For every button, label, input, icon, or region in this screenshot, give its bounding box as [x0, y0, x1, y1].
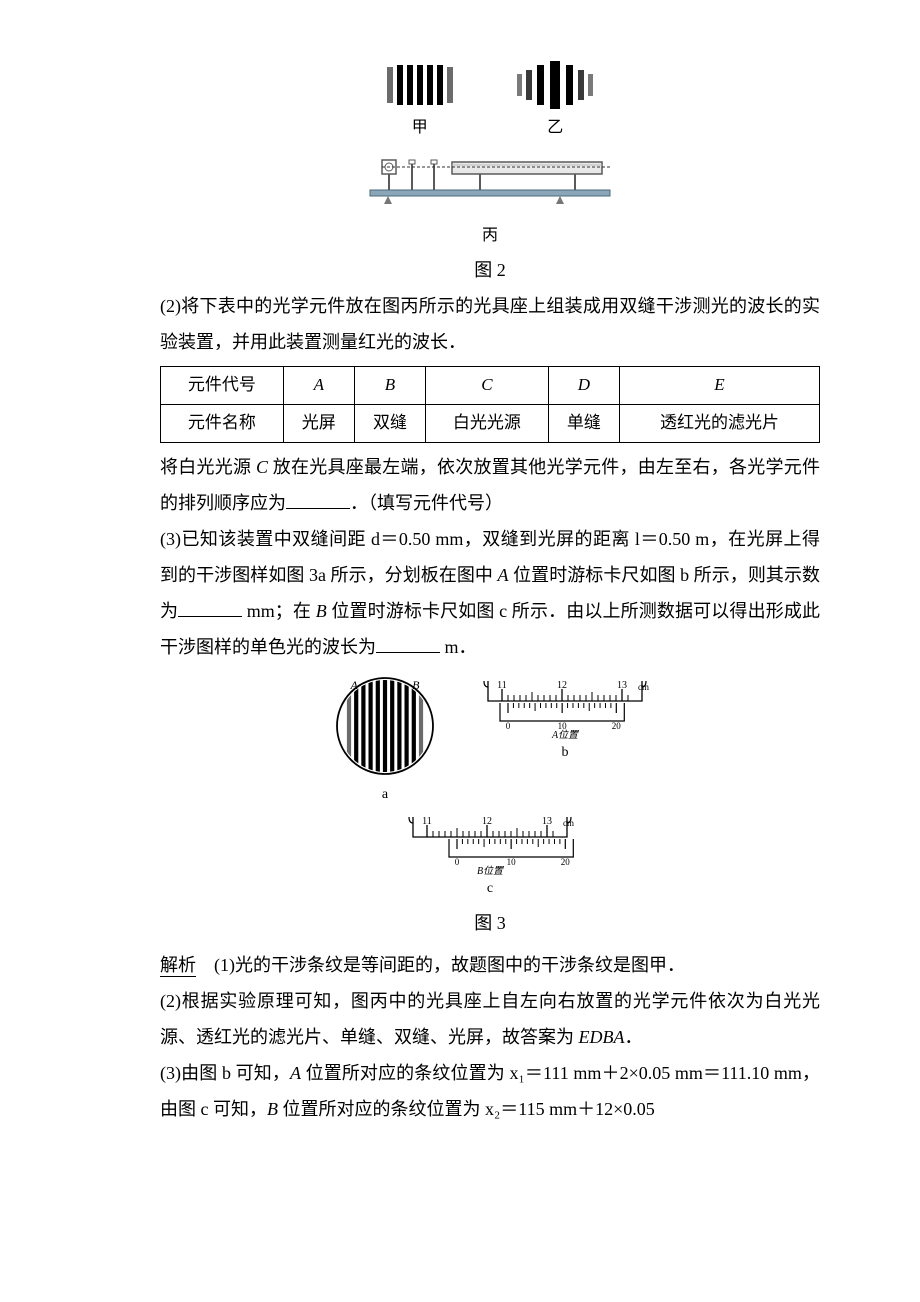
figure2-top-row: 甲 乙: [160, 60, 820, 144]
answer-2: (2)根据实验原理可知，图丙中的光具座上自左向右放置的光学元件依次为白光光源、透…: [160, 983, 820, 1055]
figure2-caption: 图 2: [160, 252, 820, 288]
figure-jia: 甲: [382, 60, 458, 144]
table-row: 元件代号 A B C D E: [161, 367, 820, 405]
svg-text:A: A: [350, 678, 359, 692]
figure3-c-label: c: [487, 875, 493, 903]
svg-text:13: 13: [617, 680, 627, 691]
figure-jia-label: 甲: [382, 112, 458, 144]
text: ．: [624, 1027, 642, 1047]
figure3-b-label: b: [562, 739, 569, 767]
figure3-caption: 图 3: [160, 905, 820, 941]
table-header: A: [283, 367, 354, 405]
blank-wavelength: [376, 634, 440, 653]
svg-text:11: 11: [422, 816, 432, 827]
figure-bing: 丙 图 2: [160, 150, 820, 288]
q2-placement: 将白光光源 C 放在光具座最左端，依次放置其他光学元件，由左至右，各光学元件的排…: [160, 449, 820, 521]
figure-yi: 乙: [512, 60, 598, 144]
text: ．（填写元件代号）: [350, 493, 503, 513]
table-cell: 光屏: [283, 404, 354, 442]
text: (3)已知该装置中双缝间距: [160, 529, 371, 549]
figure3-b: 111213cm01020A位置 b: [480, 677, 650, 767]
eq-d: d＝0.50 mm: [371, 529, 463, 549]
var-B: B: [316, 601, 327, 621]
text: (1)光的干涉条纹是等间距的，故题图中的干涉条纹是图甲．: [196, 955, 685, 975]
q2-intro: (2)将下表中的光学元件放在图丙所示的光具座上组装成用双缝干涉测光的波长的实验装…: [160, 288, 820, 360]
figure-bing-label: 丙: [160, 220, 820, 252]
var-A2: A: [290, 1063, 301, 1083]
table-cell: 元件名称: [161, 404, 284, 442]
table-cell: 单缝: [548, 404, 619, 442]
answer-heading: 解析: [160, 955, 196, 977]
text: m．: [440, 637, 477, 657]
blank-order: [286, 490, 350, 509]
answer-3: (3)由图 b 可知，A 位置所对应的条纹位置为 x₁＝111 mm＋2×0.0…: [160, 1055, 820, 1127]
table-cell: 双缝: [354, 404, 425, 442]
eq-l: l＝0.50 m: [635, 529, 709, 549]
svg-text:20: 20: [612, 721, 622, 731]
figure3-a-label: a: [382, 781, 388, 809]
svg-text:20: 20: [561, 857, 571, 867]
var-B2: B: [267, 1099, 278, 1119]
text: 位置所对应的条纹位置为: [301, 1063, 510, 1083]
table-header: 元件代号: [161, 367, 284, 405]
svg-text:A位置: A位置: [551, 729, 579, 739]
text: 将白光光源: [160, 457, 256, 477]
var-C: C: [256, 457, 268, 477]
q3-text: (3)已知该装置中双缝间距 d＝0.50 mm，双缝到光屏的距离 l＝0.50 …: [160, 521, 820, 665]
text: (3)由图 b 可知，: [160, 1063, 290, 1083]
svg-text:B位置: B位置: [477, 865, 504, 875]
text: (2)根据实验原理可知，图丙中的光具座上自左向右放置的光学元件依次为白光光源、透…: [160, 991, 820, 1047]
blank-reading-mm: [178, 598, 242, 617]
svg-text:cm: cm: [638, 682, 649, 692]
table-cell: 透红光的滤光片: [619, 404, 819, 442]
eq-x2: x₂＝115 mm＋12×0.05: [485, 1099, 655, 1119]
svg-text:10: 10: [507, 857, 517, 867]
svg-text:0: 0: [506, 721, 511, 731]
text: ，双缝到光屏的距离: [463, 529, 635, 549]
svg-text:13: 13: [542, 816, 552, 827]
table-row: 元件名称 光屏 双缝 白光光源 单缝 透红光的滤光片: [161, 404, 820, 442]
table-header: B: [354, 367, 425, 405]
table-header: E: [619, 367, 819, 405]
table-header: D: [548, 367, 619, 405]
figure3-c: 11 12 13 cm 0 10 20 B位置 c: [160, 813, 820, 903]
text: mm；在: [242, 601, 316, 621]
answer-1: 解析 (1)光的干涉条纹是等间距的，故题图中的干涉条纹是图甲．: [160, 947, 820, 983]
svg-text:cm: cm: [563, 818, 574, 828]
svg-text:B: B: [412, 678, 420, 692]
svg-text:11: 11: [497, 680, 507, 691]
svg-text:12: 12: [482, 816, 492, 827]
table-cell: 白光光源: [426, 404, 549, 442]
eq-x1: x₁＝111 mm＋2×0.05 mm＝111.10 mm: [510, 1063, 802, 1083]
svg-text:12: 12: [557, 680, 567, 691]
answer-edba: EDBA: [579, 1027, 625, 1047]
figure-yi-label: 乙: [512, 112, 598, 144]
text: 位置所对应的条纹位置为: [278, 1099, 485, 1119]
figure3: A B a 11 12 13 cm 0 10 20 A位置 b 11 12 13 cm 0 10 20 B位置…: [160, 671, 820, 941]
optics-table: 元件代号 A B C D E 元件名称 光屏 双缝 白光光源 单缝 透红光的滤光…: [160, 366, 820, 443]
table-header: C: [426, 367, 549, 405]
figure3-a: A B a: [330, 671, 440, 809]
var-A: A: [498, 565, 509, 585]
svg-text:0: 0: [455, 857, 460, 867]
